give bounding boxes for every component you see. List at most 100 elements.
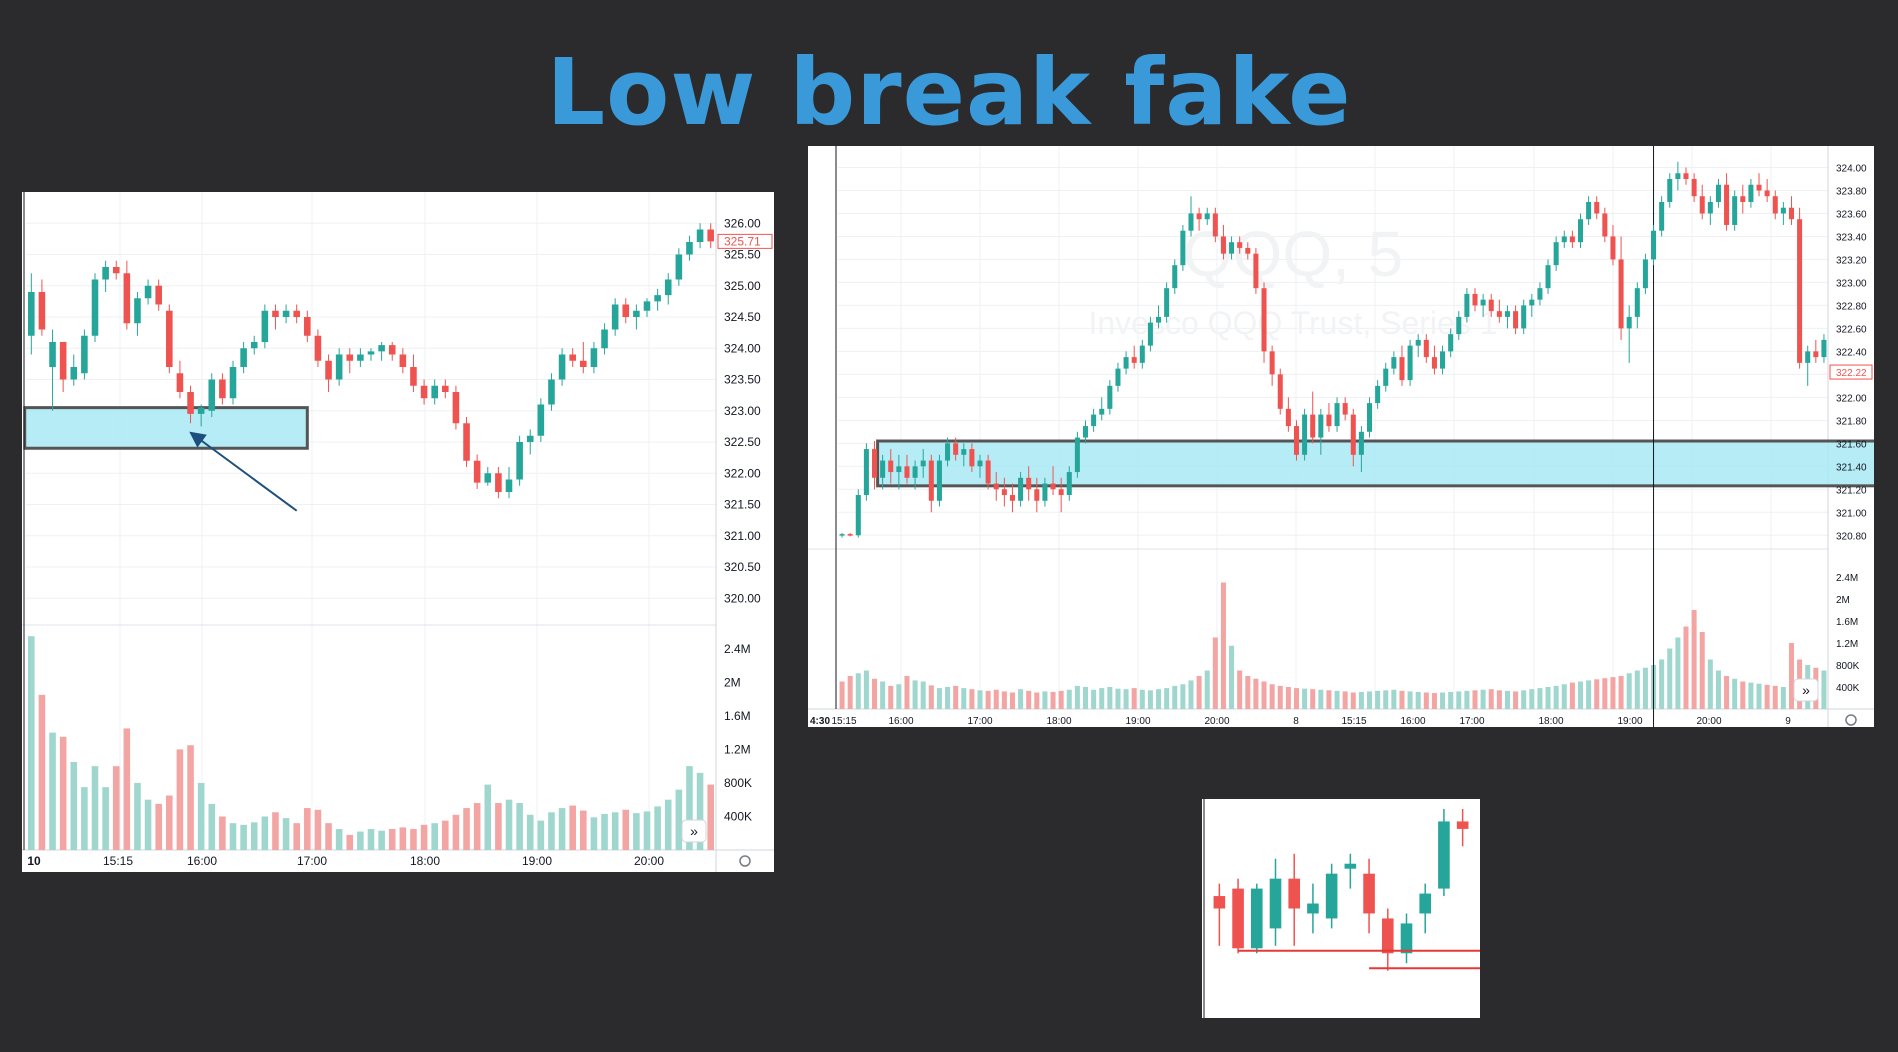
volume-tick-label: 1.6M (1836, 617, 1858, 628)
volume-bar (346, 834, 354, 850)
volume-bar (1099, 688, 1105, 709)
candle-down (155, 285, 162, 305)
candle-down (1220, 236, 1226, 254)
candle-up (1732, 196, 1738, 225)
candle-down (888, 460, 894, 473)
volume-bar (1367, 691, 1373, 709)
candle-down (1381, 918, 1394, 954)
candle-up (367, 351, 375, 355)
volume-bar (675, 789, 683, 850)
volume-bar (70, 761, 78, 850)
candle-up (1325, 873, 1338, 919)
volume-bar (1504, 690, 1510, 709)
candle-down (1261, 288, 1267, 352)
price-tick-label: 322.60 (1836, 324, 1867, 335)
candle-down (1237, 242, 1243, 248)
volume-bar (1780, 687, 1786, 709)
candle-up (484, 473, 492, 483)
price-tick-label: 322.00 (1836, 393, 1867, 404)
volume-bar (473, 803, 481, 850)
volume-bar (1415, 691, 1421, 709)
volume-bar (969, 689, 975, 709)
candle-up (977, 460, 983, 467)
candle-down (187, 392, 194, 414)
volume-bar (961, 688, 967, 709)
volume-bar (208, 803, 216, 850)
settings-gear-icon (739, 855, 751, 867)
candle-up (1419, 893, 1432, 914)
volume-bar (936, 688, 942, 709)
candle-up (28, 292, 35, 336)
candle-up (1780, 207, 1786, 214)
price-tick-label: 322.80 (1836, 301, 1867, 312)
candle-down (123, 273, 131, 324)
volume-bar (1172, 685, 1178, 709)
candle-up (1748, 184, 1754, 202)
volume-tick-label: 1.6M (724, 709, 751, 723)
volume-bar (1082, 687, 1089, 709)
candle-down (1293, 426, 1299, 455)
volume-bar (1699, 632, 1705, 709)
price-tick-label: 323.00 (724, 404, 761, 418)
volume-bar (1513, 691, 1519, 709)
candle-up (1626, 316, 1632, 329)
volume-bar (686, 766, 693, 850)
candle-down (1058, 489, 1064, 496)
candle-down (293, 310, 300, 317)
volume-bar (325, 823, 332, 850)
volume-bar (38, 694, 46, 850)
volume-bar (1018, 689, 1024, 709)
candle-down (1740, 196, 1746, 202)
candle-up (1407, 345, 1413, 381)
volume-bar (1610, 677, 1616, 709)
volume-bar (1326, 690, 1332, 709)
volume-bar (1480, 689, 1486, 709)
annotation-arrow (189, 431, 298, 512)
candle-up (1805, 351, 1811, 363)
volume-bar (1586, 680, 1592, 709)
volume-bar (442, 820, 449, 850)
time-tick-label: 8 (1293, 716, 1299, 727)
volume-bar (1334, 690, 1340, 709)
volume-tick-label: 800K (1836, 661, 1860, 672)
volume-bar (1342, 691, 1348, 709)
candle-down (1618, 259, 1624, 329)
candle-up (49, 342, 56, 367)
volume-bar (1293, 688, 1299, 709)
candle-up (1367, 403, 1373, 432)
volume-bar (420, 824, 428, 850)
volume-tick-label: 1.2M (724, 742, 751, 756)
volume-bar (590, 817, 598, 850)
candle-up (1480, 299, 1486, 306)
volume-tick-label: 2.4M (1836, 573, 1858, 584)
volume-tick-label: 2M (1836, 595, 1850, 606)
volume-bar (1091, 689, 1097, 709)
volume-bar (601, 813, 608, 850)
watermark-symbol: QQQ, 5 (1183, 218, 1404, 290)
candle-up (1115, 368, 1121, 386)
volume-bar (1383, 690, 1389, 709)
candlestick-chart-zoom (1203, 799, 1480, 1018)
candle-up (1504, 311, 1510, 317)
volume-bar (707, 784, 714, 850)
candle-down (622, 304, 630, 317)
candle-down (1423, 339, 1429, 358)
candle-up (664, 279, 672, 296)
candlestick-chart-right: QQQ, 5 Invesco QQQ Trust, Series 1 324.00 3… (808, 146, 1874, 727)
candle-down (314, 335, 322, 361)
candle-up (1464, 293, 1470, 317)
volume-bar (1009, 692, 1015, 709)
volume-bar (1626, 673, 1632, 709)
volume-bar (1602, 678, 1608, 709)
volume-bar (1318, 689, 1324, 709)
volume-bar (144, 799, 152, 850)
price-tick-label: 323.60 (1836, 209, 1867, 220)
candle-down (847, 534, 853, 536)
candle-down (1496, 311, 1502, 317)
volume-bar (1634, 670, 1640, 709)
volume-bar (229, 823, 237, 850)
candle-up (250, 342, 258, 349)
time-tick-label: 16:00 (888, 716, 913, 727)
candle-down (1050, 483, 1056, 490)
volume-bar (1423, 692, 1429, 709)
